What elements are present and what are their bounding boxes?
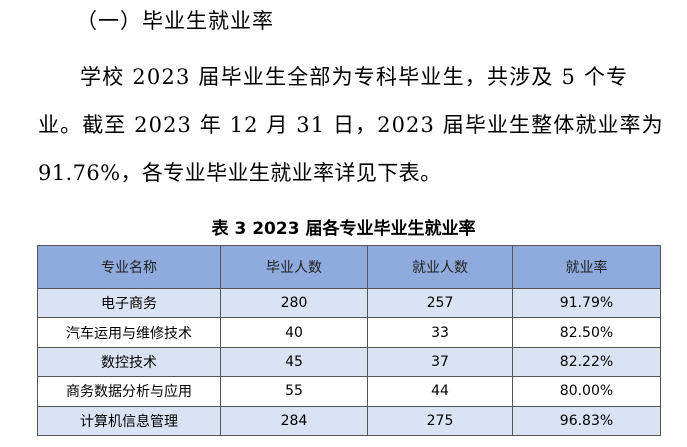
- table-row: 汽车运用与维修技术 40 33 82.50%: [37, 317, 661, 348]
- cell-major: 汽车运用与维修技术: [37, 317, 221, 348]
- cell-rate: 82.22%: [512, 346, 661, 378]
- cell-rate: 91.79%: [512, 287, 661, 319]
- table-row: 计算机信息管理 284 275 96.83%: [37, 405, 661, 437]
- column-header-employed: 就业人数: [367, 245, 513, 289]
- cell-rate: 80.00%: [512, 376, 661, 407]
- column-header-rate: 就业率: [512, 245, 661, 289]
- cell-graduates: 284: [220, 405, 368, 437]
- cell-major: 数控技术: [37, 346, 221, 378]
- paragraph-line: 业。截至 2023 年 12 月 31 日，2023 届毕业生整体就业率为: [38, 113, 664, 137]
- cell-graduates: 280: [220, 287, 368, 319]
- column-header-graduates: 毕业人数: [220, 245, 368, 289]
- section-heading: （一）毕业生就业率: [76, 9, 274, 33]
- cell-employed: 33: [367, 317, 513, 348]
- intro-paragraph: 学校 2023 届毕业生全部为专科毕业生，共涉及 5 个专 业。截至 2023 …: [38, 53, 664, 197]
- cell-employed: 44: [367, 376, 513, 407]
- cell-rate: 96.83%: [512, 405, 661, 437]
- cell-major: 电子商务: [37, 287, 221, 319]
- cell-major: 计算机信息管理: [37, 405, 221, 437]
- column-header-major: 专业名称: [37, 245, 221, 289]
- table-row: 商务数据分析与应用 55 44 80.00%: [37, 376, 661, 407]
- table-header-row: 专业名称 毕业人数 就业人数 就业率: [37, 245, 661, 289]
- employment-rate-table: 专业名称 毕业人数 就业人数 就业率 电子商务 280 257 91.79% 汽…: [37, 245, 661, 437]
- cell-major: 商务数据分析与应用: [37, 376, 221, 407]
- cell-employed: 37: [367, 346, 513, 378]
- paragraph-line: 91.76%，各专业毕业生就业率详见下表。: [38, 161, 442, 185]
- cell-employed: 275: [367, 405, 513, 437]
- cell-graduates: 55: [220, 376, 368, 407]
- paragraph-line: 学校 2023 届毕业生全部为专科毕业生，共涉及 5 个专: [80, 65, 629, 89]
- cell-graduates: 40: [220, 317, 368, 348]
- cell-rate: 82.50%: [512, 317, 661, 348]
- cell-employed: 257: [367, 287, 513, 319]
- cell-graduates: 45: [220, 346, 368, 378]
- table-row: 数控技术 45 37 82.22%: [37, 346, 661, 378]
- table-row: 电子商务 280 257 91.79%: [37, 287, 661, 319]
- table-caption: 表 3 2023 届各专业毕业生就业率: [211, 219, 476, 239]
